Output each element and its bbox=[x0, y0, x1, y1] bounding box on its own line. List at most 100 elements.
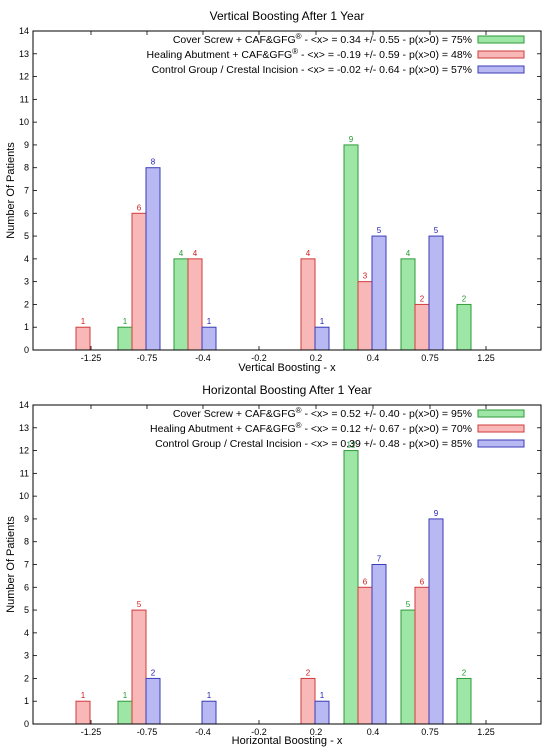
x-tick-label: -0.2 bbox=[251, 727, 267, 737]
legend-swatch-1 bbox=[477, 35, 525, 44]
bar-value-label: 2 bbox=[306, 668, 311, 677]
x-tick-label: -0.2 bbox=[251, 353, 267, 363]
x-axis-label: Horizontal Boosting - x bbox=[232, 735, 343, 747]
x-tick-label: -1.25 bbox=[81, 727, 102, 737]
y-tick-label: 10 bbox=[19, 117, 29, 127]
x-tick-label: 0.2 bbox=[310, 727, 323, 737]
bar-value-label: 2 bbox=[462, 668, 467, 677]
bar-series-3 bbox=[428, 518, 444, 725]
y-tick-label: 1 bbox=[24, 696, 29, 706]
bar-value-label: 1 bbox=[320, 317, 325, 326]
x-tick-label: -0.4 bbox=[195, 353, 211, 363]
legend-swatch-2 bbox=[477, 424, 525, 433]
x-tick-label: -0.75 bbox=[137, 353, 158, 363]
bar-series-1 bbox=[400, 609, 416, 725]
legend-swatch-3 bbox=[477, 439, 525, 448]
bar-series-1 bbox=[400, 258, 416, 351]
bar-series-3 bbox=[145, 677, 161, 725]
bar-value-label: 5 bbox=[434, 226, 439, 235]
legend-entry-label: Control Group / Crestal Incision - <x> =… bbox=[155, 438, 472, 450]
bar-series-2 bbox=[414, 303, 430, 351]
bar-value-label: 2 bbox=[151, 668, 156, 677]
bar-series-2 bbox=[131, 609, 147, 725]
bar-value-label: 5 bbox=[377, 226, 382, 235]
bar-series-3 bbox=[145, 167, 161, 351]
legend-entry-label: Control Group / Crestal Incision - <x> =… bbox=[152, 64, 472, 76]
bar-series-3 bbox=[371, 235, 387, 351]
legend-entry-label: Healing Abutment + CAF&GFG® - <x> = 0.12… bbox=[150, 421, 472, 435]
bar-series-1 bbox=[456, 677, 472, 725]
bar-value-label: 4 bbox=[406, 249, 411, 258]
y-axis-label: Number Of Patients bbox=[5, 142, 17, 239]
bar-series-1 bbox=[343, 450, 359, 725]
y-tick-label: 14 bbox=[19, 400, 29, 410]
bar-value-label: 1 bbox=[123, 691, 128, 700]
chart-title: Vertical Boosting After 1 Year bbox=[210, 9, 365, 23]
x-tick-label: 1.25 bbox=[477, 727, 495, 737]
bar-value-label: 2 bbox=[420, 294, 425, 303]
bar-series-2 bbox=[75, 326, 91, 351]
bar-value-label: 5 bbox=[137, 600, 142, 609]
bar-value-label: 9 bbox=[349, 135, 354, 144]
bar-series-1 bbox=[343, 144, 359, 351]
x-axis-label: Vertical Boosting - x bbox=[238, 362, 336, 374]
bar-value-label: 6 bbox=[420, 577, 425, 586]
bar-series-2 bbox=[414, 586, 430, 725]
y-tick-label: 5 bbox=[24, 605, 29, 615]
legend-swatch-1 bbox=[477, 409, 525, 418]
y-tick-label: 13 bbox=[19, 49, 29, 59]
y-tick-label: 3 bbox=[24, 651, 29, 661]
x-tick-label: 0.4 bbox=[367, 727, 380, 737]
bar-value-label: 1 bbox=[81, 691, 86, 700]
y-tick-label: 9 bbox=[24, 140, 29, 150]
plot-frame bbox=[32, 404, 542, 725]
y-tick-label: 4 bbox=[24, 628, 29, 638]
bar-value-label: 1 bbox=[207, 691, 212, 700]
bar-series-3 bbox=[201, 326, 217, 351]
bar-value-label: 1 bbox=[320, 691, 325, 700]
bar-value-label: 3 bbox=[363, 272, 368, 281]
y-tick-label: 10 bbox=[19, 491, 29, 501]
bar-value-label: 4 bbox=[179, 249, 184, 258]
chart-panel-2: Horizontal Boosting After 1 Year01234567… bbox=[5, 383, 542, 747]
x-tick-label: -1.25 bbox=[81, 353, 102, 363]
y-axis-label: Number Of Patients bbox=[5, 516, 17, 613]
y-tick-label: 1 bbox=[24, 322, 29, 332]
bar-series-3 bbox=[314, 700, 330, 725]
y-tick-label: 8 bbox=[24, 163, 29, 173]
y-tick-label: 9 bbox=[24, 514, 29, 524]
chart-title: Horizontal Boosting After 1 Year bbox=[202, 383, 371, 397]
y-tick-label: 2 bbox=[24, 299, 29, 309]
y-tick-label: 6 bbox=[24, 208, 29, 218]
bar-series-1 bbox=[117, 700, 133, 725]
x-tick-label: 0.75 bbox=[421, 353, 439, 363]
y-tick-label: 11 bbox=[20, 468, 29, 478]
chart-panel-1: Vertical Boosting After 1 Year0123456789… bbox=[5, 9, 542, 374]
legend-swatch-2 bbox=[477, 50, 525, 59]
bar-value-label: 4 bbox=[306, 249, 311, 258]
y-tick-label: 0 bbox=[24, 345, 29, 355]
y-tick-label: 12 bbox=[19, 72, 29, 82]
x-tick-label: -0.4 bbox=[195, 727, 211, 737]
x-tick-label: 1.25 bbox=[477, 353, 495, 363]
bar-value-label: 6 bbox=[363, 577, 368, 586]
x-tick-label: -0.75 bbox=[137, 727, 158, 737]
bar-series-2 bbox=[357, 281, 373, 351]
bar-value-label: 7 bbox=[377, 555, 382, 564]
y-tick-label: 12 bbox=[19, 446, 29, 456]
bar-series-3 bbox=[428, 235, 444, 351]
bar-series-2 bbox=[75, 700, 91, 725]
bar-series-2 bbox=[357, 586, 373, 725]
bar-series-2 bbox=[187, 258, 203, 351]
y-tick-label: 8 bbox=[24, 537, 29, 547]
y-tick-label: 14 bbox=[19, 26, 29, 36]
y-tick-label: 6 bbox=[24, 582, 29, 592]
bar-value-label: 1 bbox=[207, 317, 212, 326]
y-tick-label: 13 bbox=[19, 423, 29, 433]
bar-series-1 bbox=[117, 326, 133, 351]
bar-value-label: 8 bbox=[151, 158, 156, 167]
bar-series-1 bbox=[173, 258, 189, 351]
bar-series-3 bbox=[314, 326, 330, 351]
